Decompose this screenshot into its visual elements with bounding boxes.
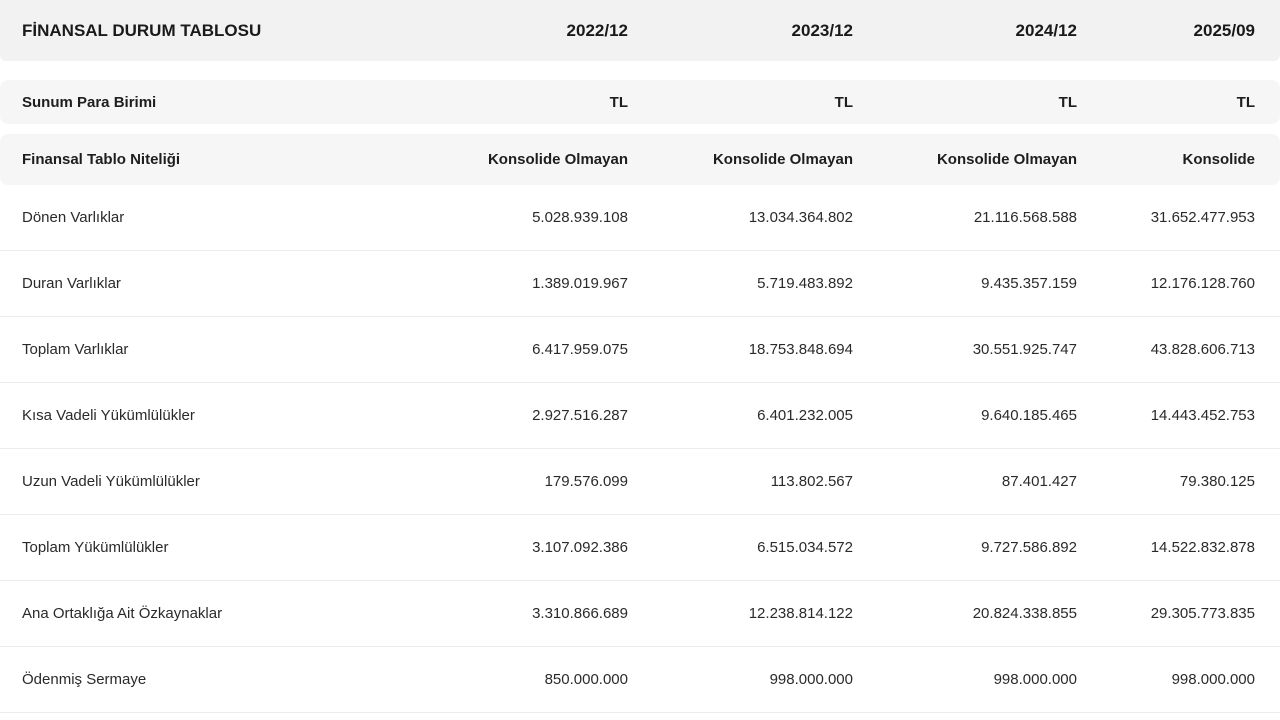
row-value: 9.640.185.465 — [981, 407, 1077, 424]
row-label: Kısa Vadeli Yükümlülükler — [22, 407, 195, 424]
table-row: Toplam Varlıklar 6.417.959.075 18.753.84… — [0, 317, 1280, 383]
row-value: 14.443.452.753 — [1150, 407, 1255, 424]
statement-nature-value: Konsolide Olmayan — [936, 151, 1077, 168]
currency-value: TL — [1058, 93, 1077, 111]
table-header: FİNANSAL DURUM TABLOSU 2022/12 2023/12 2… — [0, 0, 1280, 61]
row-value: 5.028.939.108 — [532, 209, 628, 226]
row-value: 850.000.000 — [544, 671, 628, 688]
row-value: 30.551.925.747 — [972, 341, 1077, 358]
table-row: Ana Ortaklığa Ait Özkaynaklar 3.310.866.… — [0, 581, 1280, 647]
row-value: 998.000.000 — [1171, 671, 1255, 688]
table-row: Uzun Vadeli Yükümlülükler 179.576.099 11… — [0, 449, 1280, 515]
row-value: 18.753.848.694 — [748, 341, 853, 358]
row-value: 12.176.128.760 — [1150, 275, 1255, 292]
row-label: Toplam Yükümlülükler — [22, 539, 169, 556]
row-value: 12.238.814.122 — [748, 605, 853, 622]
row-value: 3.107.092.386 — [532, 539, 628, 556]
row-value: 29.305.773.835 — [1150, 605, 1255, 622]
currency-row: Sunum Para Birimi TL TL TL TL — [0, 80, 1280, 124]
statement-nature-value: Konsolide Olmayan — [712, 151, 853, 168]
row-value: 9.435.357.159 — [981, 275, 1077, 292]
row-value: 87.401.427 — [1001, 473, 1077, 490]
row-label: Toplam Varlıklar — [22, 341, 129, 358]
currency-value: TL — [834, 93, 853, 111]
row-value: 6.401.232.005 — [757, 407, 853, 424]
statement-nature-value: Konsolide Olmayan — [487, 151, 628, 168]
row-label: Duran Varlıklar — [22, 275, 121, 292]
currency-value: TL — [1236, 93, 1255, 111]
row-label: Uzun Vadeli Yükümlülükler — [22, 473, 200, 490]
row-label: Ana Ortaklığa Ait Özkaynaklar — [22, 605, 223, 622]
row-value: 2.927.516.287 — [532, 407, 628, 424]
row-value: 5.719.483.892 — [757, 275, 853, 292]
table-row: Dönen Varlıklar 5.028.939.108 13.034.364… — [0, 185, 1280, 251]
row-value: 998.000.000 — [993, 671, 1077, 688]
period-header-2[interactable]: 2023/12 — [791, 20, 853, 40]
row-value: 9.727.586.892 — [981, 539, 1077, 556]
table-row: Toplam Yükümlülükler 3.107.092.386 6.515… — [0, 515, 1280, 581]
row-value: 1.389.019.967 — [532, 275, 628, 292]
row-value: 43.828.606.713 — [1150, 341, 1255, 358]
table-title: FİNANSAL DURUM TABLOSU — [22, 20, 262, 40]
table-row: Duran Varlıklar 1.389.019.967 5.719.483.… — [0, 251, 1280, 317]
row-value: 6.515.034.572 — [757, 539, 853, 556]
period-header-3[interactable]: 2024/12 — [1015, 20, 1077, 40]
row-value: 31.652.477.953 — [1150, 209, 1255, 226]
row-value: 3.310.866.689 — [532, 605, 628, 622]
row-value: 179.576.099 — [544, 473, 628, 490]
row-value: 998.000.000 — [769, 671, 853, 688]
row-value: 13.034.364.802 — [748, 209, 853, 226]
currency-value: TL — [609, 93, 628, 111]
row-value: 21.116.568.588 — [973, 209, 1077, 226]
row-label: Ödenmiş Sermaye — [22, 671, 147, 688]
row-value: 20.824.338.855 — [972, 605, 1077, 622]
row-value: 14.522.832.878 — [1150, 539, 1255, 556]
statement-nature-value: Konsolide — [1182, 151, 1255, 168]
row-label: Dönen Varlıklar — [22, 209, 125, 226]
currency-row-label: Sunum Para Birimi — [22, 93, 157, 111]
period-header-1[interactable]: 2022/12 — [566, 20, 628, 40]
statement-nature-label: Finansal Tablo Niteliği — [22, 151, 181, 168]
period-header-4[interactable]: 2025/09 — [1193, 20, 1255, 40]
row-value: 6.417.959.075 — [532, 341, 628, 358]
table-row: Ödenmiş Sermaye 850.000.000 998.000.000 … — [0, 647, 1280, 713]
statement-nature-row: Finansal Tablo Niteliği Konsolide Olmaya… — [0, 134, 1280, 185]
row-value: 79.380.125 — [1179, 473, 1255, 490]
table-row: Kısa Vadeli Yükümlülükler 2.927.516.287 … — [0, 383, 1280, 449]
row-value: 113.802.567 — [770, 473, 853, 490]
